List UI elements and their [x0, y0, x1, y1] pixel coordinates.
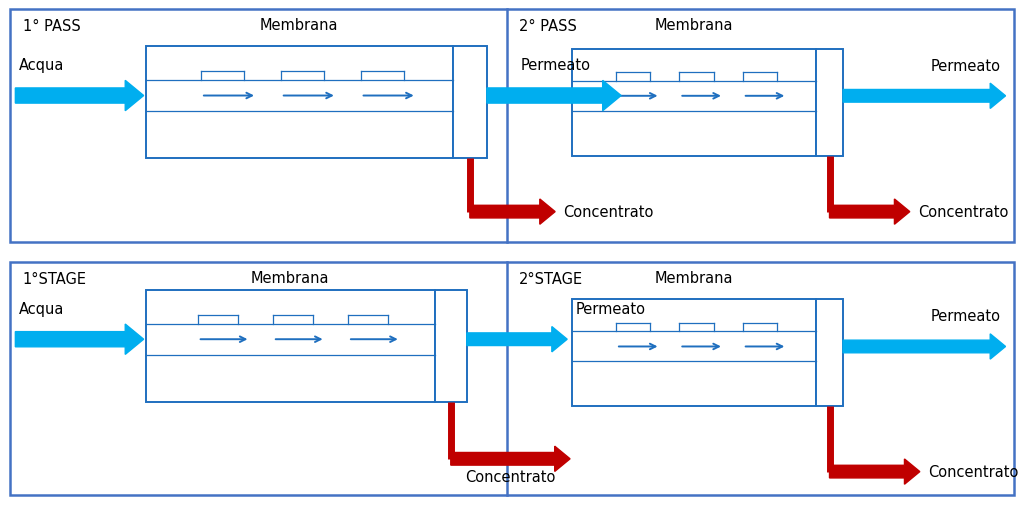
Text: Concentrato: Concentrato	[918, 205, 1009, 220]
Text: Membrana: Membrana	[260, 18, 339, 33]
Polygon shape	[15, 81, 143, 112]
Text: Permeato: Permeato	[575, 301, 645, 316]
Polygon shape	[15, 324, 143, 355]
Bar	[435, 290, 467, 402]
Text: 1° PASS: 1° PASS	[23, 19, 80, 34]
Bar	[145, 47, 453, 159]
Text: Permeato: Permeato	[931, 59, 1000, 73]
Text: 2°STAGE: 2°STAGE	[519, 272, 584, 287]
Text: Membrana: Membrana	[251, 270, 330, 285]
Text: Concentrato: Concentrato	[563, 205, 653, 220]
Polygon shape	[467, 327, 567, 352]
Polygon shape	[470, 199, 555, 225]
Text: 2° PASS: 2° PASS	[519, 19, 578, 34]
Text: Permeato: Permeato	[520, 58, 591, 73]
Text: Acqua: Acqua	[18, 301, 63, 316]
Text: Concentrato: Concentrato	[928, 464, 1019, 479]
Text: 1°STAGE: 1°STAGE	[23, 272, 86, 287]
Bar	[453, 47, 487, 159]
Bar	[10, 263, 1014, 495]
Polygon shape	[487, 81, 622, 112]
Text: Membrana: Membrana	[654, 18, 733, 33]
Polygon shape	[451, 446, 570, 472]
Polygon shape	[843, 334, 1006, 360]
Polygon shape	[829, 199, 909, 225]
Bar	[572, 49, 816, 157]
Polygon shape	[843, 84, 1006, 109]
Text: Concentrato: Concentrato	[465, 469, 556, 484]
Text: Acqua: Acqua	[18, 58, 63, 73]
Bar	[10, 10, 1014, 242]
Bar	[145, 290, 435, 402]
Polygon shape	[829, 459, 920, 484]
Bar	[572, 300, 816, 407]
Text: Permeato: Permeato	[931, 309, 1000, 324]
Bar	[816, 49, 843, 157]
Text: Membrana: Membrana	[654, 270, 733, 285]
Bar	[816, 300, 843, 407]
